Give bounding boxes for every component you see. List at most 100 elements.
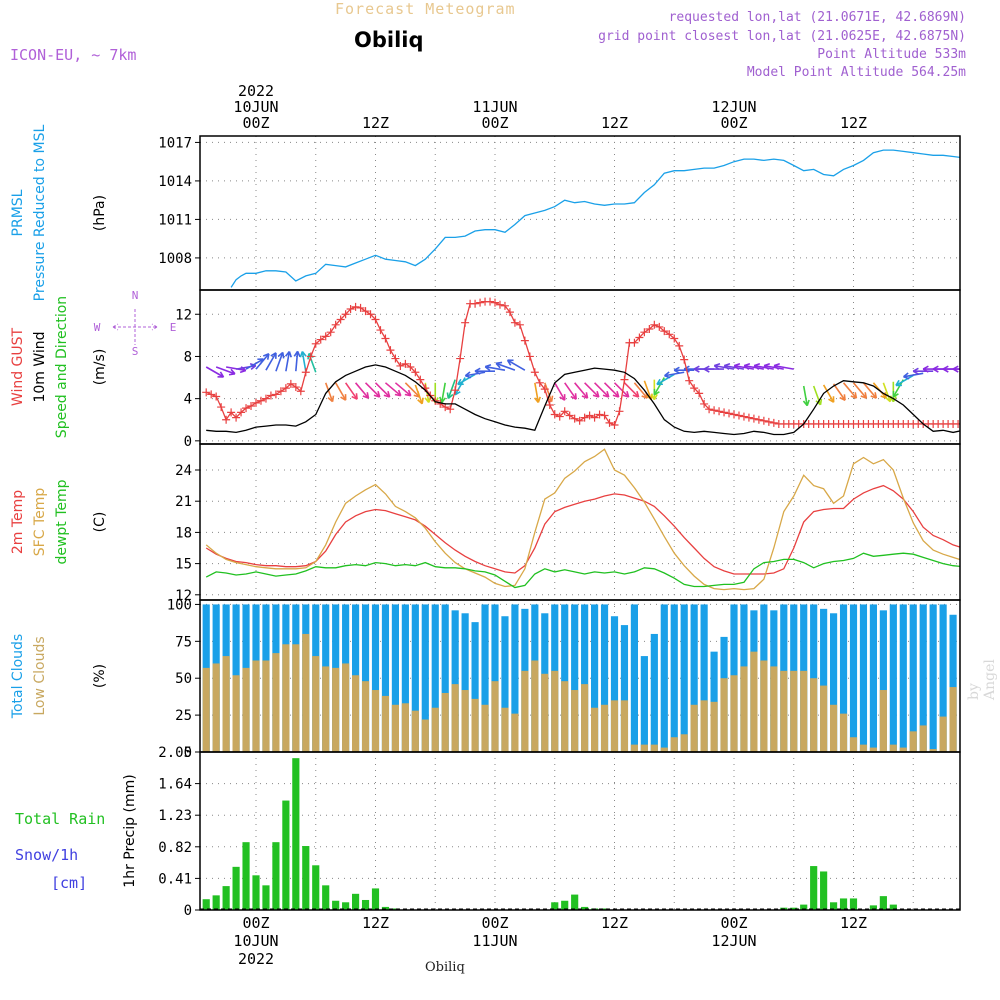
low-cloud-bar [859,744,868,752]
total-cloud-bar [431,604,439,752]
gust-marker [401,359,410,368]
total-cloud-bar [511,604,519,752]
rain-bar [292,758,300,910]
y-tick-label: 21 [175,494,192,510]
wind-arrow [613,382,630,398]
low-cloud-bar [491,681,499,752]
gust-marker [984,420,992,428]
low-cloud-bar [590,707,599,752]
wind-arrow [832,383,846,401]
wind-arrow [439,382,447,404]
wind-arrow [912,367,934,375]
wind-arrow [802,385,810,407]
gust-marker [386,346,395,355]
gust-marker [974,420,982,428]
compass-letter: W [94,321,101,334]
rain-bar [561,900,569,910]
series-line-2m-temp [205,484,960,575]
gust-marker [351,302,360,311]
gust-marker [744,413,753,422]
wind-arrow [394,382,412,397]
wind-arrow [763,362,784,371]
low-cloud-bar [939,716,947,752]
gust-marker [715,407,724,416]
gust-marker [276,387,285,396]
low-cloud-bar [531,660,539,752]
total-cloud-bar [660,604,668,752]
low-cloud-bar [760,660,768,752]
rain-bar [581,906,589,910]
gust-marker [610,421,619,430]
y-axis-label: Low Clouds [32,636,48,715]
panel-frame [199,443,961,601]
gust-marker [396,361,405,370]
gust-marker [730,410,738,419]
gust-marker [491,298,499,307]
rain-bar [869,905,878,910]
wind-arrow [374,382,391,398]
total-cloud-bar [610,616,619,752]
y-tick-label: 1017 [158,135,192,151]
low-cloud-bar [242,667,250,752]
gust-marker [346,304,355,313]
rain-bar [849,898,858,910]
low-cloud-bar [441,692,449,752]
low-cloud-bar [790,670,798,752]
y-tick-label: 1011 [158,212,192,228]
wind-arrow [464,371,486,379]
total-cloud-bar [919,604,927,752]
wind-arrow [474,367,495,375]
gust-marker [720,408,729,417]
total-cloud-bar [849,604,858,752]
gust-marker [739,412,748,421]
bottom-time-label: 00Z [720,914,747,932]
wind-arrow [603,382,620,398]
location-title: Obiliq [354,28,424,52]
low-cloud-bar [202,667,210,752]
rain-bar [272,842,280,910]
total-cloud-bar [620,625,629,752]
gust-marker [685,376,694,385]
total-cloud-bar [381,604,390,752]
bottom-time-label: 2022 [238,950,274,968]
wind-arrow [584,382,600,398]
gust-marker [725,409,734,418]
gust-marker [630,338,639,347]
low-cloud-bar [332,667,340,752]
low-cloud-bar [581,684,589,752]
model-point-altitude: Model Point Altitude 564.25m [746,65,966,80]
gust-marker [371,315,380,324]
wind-arrow [344,382,358,400]
wind-arrow [842,382,858,399]
wind-arrow [743,362,765,371]
gust-marker [500,301,509,310]
low-cloud-bar [351,675,360,752]
y-axis-label: Total Clouds [10,634,26,719]
total-cloud-bar [491,604,499,752]
wind-arrow [822,384,835,403]
bottom-time-label: 12Z [601,914,628,932]
wind-arrow [664,371,685,379]
low-cloud-bar [889,744,897,752]
low-cloud-bar [670,737,678,752]
wind-arrow [533,382,541,404]
low-cloud-bar [710,701,718,752]
gust-marker [261,394,270,403]
bottom-time-label: 11JUN [472,932,517,950]
low-cloud-bar [431,707,439,752]
total-cloud-bar [700,604,708,752]
low-cloud-bar [561,681,569,752]
rain-bar [820,871,828,910]
point-altitude: Point Altitude 533m [817,47,966,62]
gust-marker [212,392,221,401]
wind-arrow [983,366,1000,372]
panel-3: 12 15 18 21 24 2m Temp SFC Temp dewpt Temp (C) [10,443,961,604]
wind-arrow [773,362,794,371]
wind-arrow [895,374,914,387]
low-cloud-bar [949,687,957,752]
total-cloud-bar [471,622,479,752]
low-cloud-bar [371,690,380,752]
low-cloud-bar [252,660,260,752]
top-time-label: 12JUN [711,98,756,116]
y-axis-label: Pressure Reduced to MSL [32,124,48,301]
